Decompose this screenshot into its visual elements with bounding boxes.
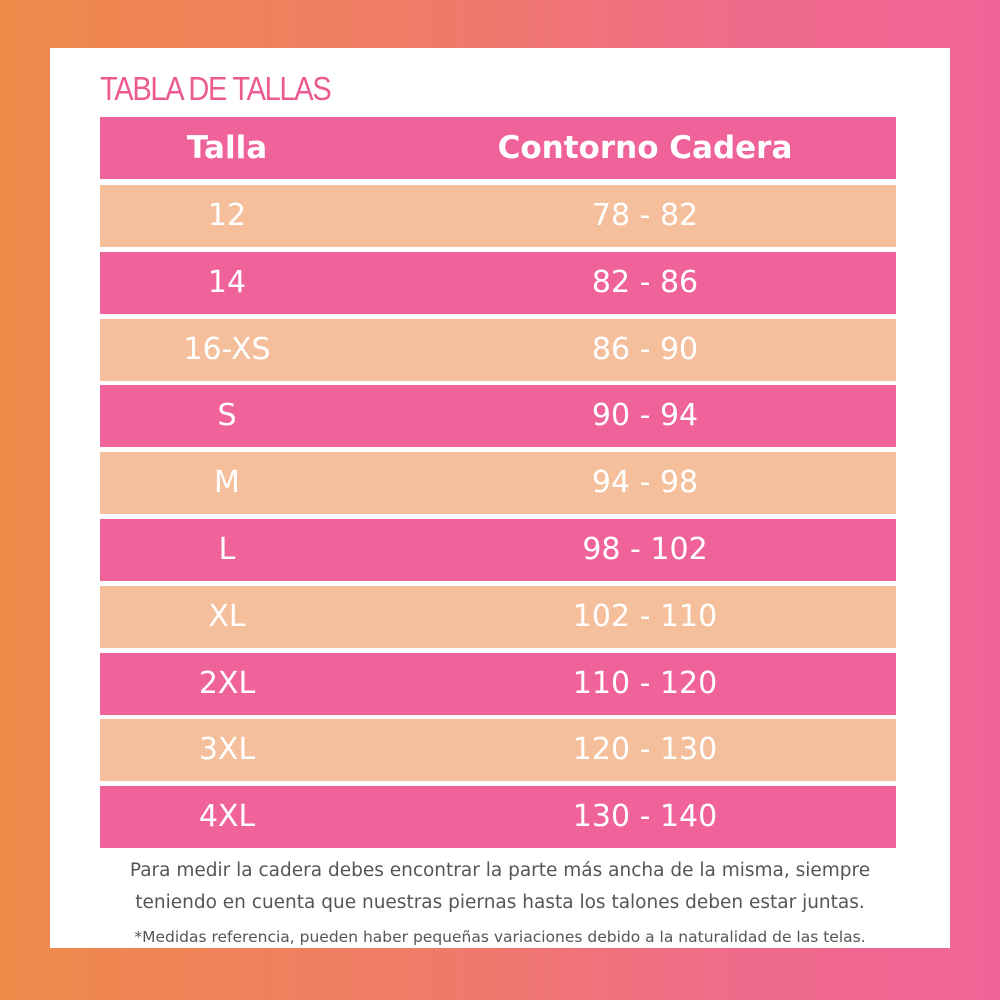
table-row: 16-XS 86 - 90 (100, 318, 896, 381)
table-cell: 120 - 130 (572, 732, 718, 768)
table-row: 3XL 120 - 130 (100, 719, 896, 782)
title: TABLA DE TALLAS (100, 70, 332, 107)
instruction-text: teniendo en cuenta que nuestras piernas … (135, 892, 865, 913)
table-row: 14 82 - 86 (100, 251, 896, 314)
table-cell: 14 (207, 264, 247, 300)
table-row: L 98 - 102 (100, 519, 896, 581)
table-row: 2XL 110 - 120 (100, 652, 896, 715)
header-row: Talla Contorno Cadera (100, 117, 896, 179)
table-cell: 12 (207, 198, 247, 233)
table-cell: 3XL (198, 732, 256, 768)
table-cell: M (214, 465, 240, 501)
table-row: XL 102 - 110 (100, 585, 896, 648)
table-cell: 86 - 90 (591, 331, 699, 367)
table-cell: 102 - 110 (572, 598, 718, 634)
table-cell: 78 - 82 (591, 198, 699, 233)
table-row: 12 78 - 82 (100, 185, 896, 247)
column-header: Contorno Cadera (497, 130, 793, 166)
table-cell: 2XL (198, 665, 256, 701)
table-cell: 130 - 140 (572, 799, 718, 835)
table-row: 4XL 130 - 140 (100, 786, 896, 849)
table-cell: S (217, 398, 237, 434)
table-cell: 98 - 102 (582, 532, 708, 567)
table-cell: L (218, 532, 236, 567)
table-row: S 90 - 94 (100, 385, 896, 448)
table-cell: 110 - 120 (572, 665, 718, 701)
table-cell: XL (208, 598, 246, 634)
column-header: Talla (186, 130, 268, 166)
table-row: M 94 - 98 (100, 452, 896, 515)
table-cell: 4XL (198, 799, 256, 835)
table-cell: 82 - 86 (591, 264, 699, 300)
table-cell: 16-XS (183, 331, 271, 367)
instruction-text: Para medir la cadera debes encontrar la … (129, 860, 871, 881)
disclaimer-text: *Medidas referencia, pueden haber pequeñ… (134, 928, 866, 946)
table-cell: 94 - 98 (591, 465, 699, 501)
table-cell: 90 - 94 (591, 398, 699, 434)
